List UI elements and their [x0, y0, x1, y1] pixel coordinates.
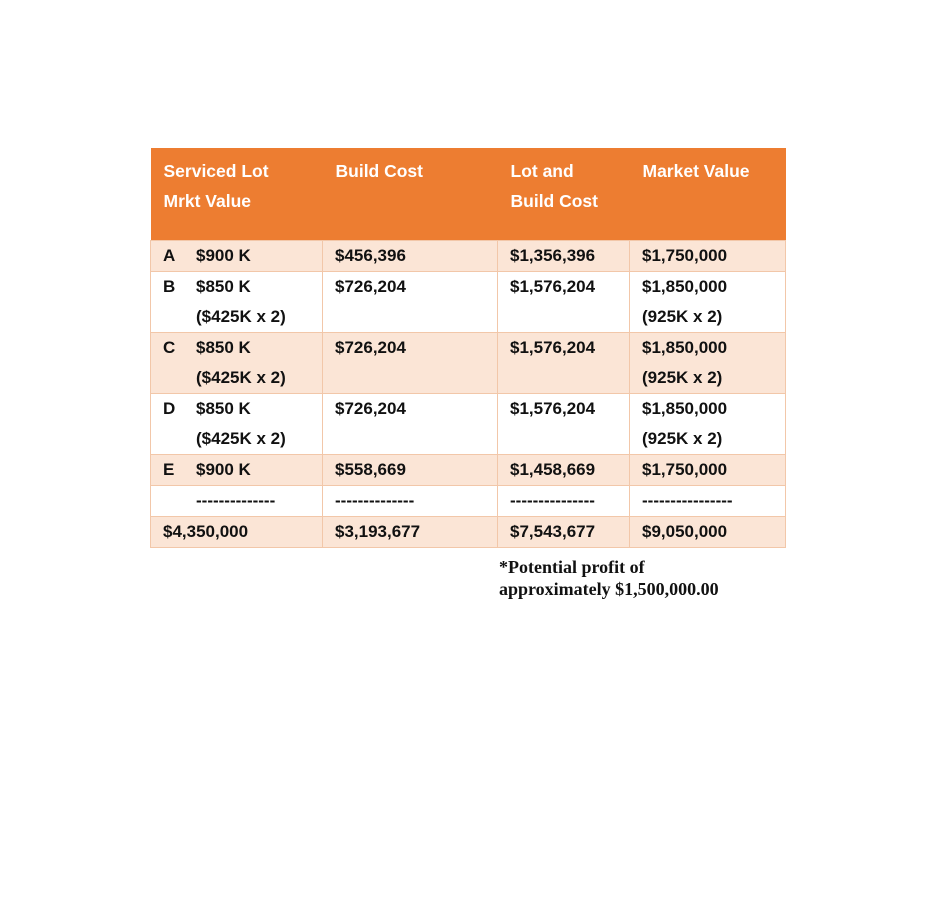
lot-value: $900 K [196, 459, 251, 479]
profit-note: *Potential profit of approximately $1,50… [499, 556, 719, 600]
lot-cost-table: Serviced Lot Mrkt Value Build Cost Lot a… [150, 148, 786, 548]
cell-lot-value: C $850 K ($425K x 2) [150, 331, 323, 394]
cell-lot-and-build: $1,458,669 [497, 453, 630, 486]
cell-separator: ---------------- [629, 484, 786, 517]
cell-separator: -------------- [322, 484, 498, 517]
row-label: B [163, 276, 176, 296]
market-value-subline: (925K x 2) [642, 367, 723, 387]
cost-comparison-table: Serviced Lot Mrkt Value Build Cost Lot a… [150, 148, 786, 548]
header-build-cost: Build Cost [322, 148, 498, 240]
cell-lot-and-build: $1,576,204 [497, 392, 630, 455]
header-line-1: Build Cost [335, 161, 424, 181]
cell-lot-and-build: $1,576,204 [497, 270, 630, 333]
market-value-subline: (925K x 2) [642, 428, 723, 448]
market-value-subline: (925K x 2) [642, 306, 723, 326]
cell-separator: -------------- [150, 484, 323, 517]
cell-total-lot-value: $4,350,000 [150, 515, 323, 548]
market-value-line: $1,850,000 [642, 276, 728, 296]
totals-row: $4,350,000 $3,193,677 $7,543,677 $9,050,… [150, 515, 786, 548]
separator-row: -------------- -------------- ----------… [150, 484, 786, 517]
header-serviced-lot-mrkt-value: Serviced Lot Mrkt Value [150, 148, 323, 240]
cell-build-cost: $726,204 [322, 331, 498, 394]
lot-value: $850 K [196, 276, 251, 296]
cell-market-value: $1,850,000 (925K x 2) [629, 331, 786, 394]
cell-build-cost: $558,669 [322, 453, 498, 486]
table-row-e: E $900 K $558,669 $1,458,669 $1,750,000 [150, 453, 786, 486]
row-label: E [163, 459, 175, 479]
table-row-a: A $900 K $456,396 $1,356,396 $1,750,000 [150, 239, 786, 272]
table-row-b: B $850 K ($425K x 2) $726,204 $1,576,204 … [150, 270, 786, 333]
cell-lot-value: E $900 K [150, 453, 323, 486]
header-line-2: Build Cost [510, 191, 599, 211]
lot-value-subline: ($425K x 2) [196, 306, 286, 326]
profit-note-line-2: approximately $1,500,000.00 [499, 579, 719, 599]
header-row: Serviced Lot Mrkt Value Build Cost Lot a… [150, 148, 786, 240]
cell-lot-and-build: $1,356,396 [497, 239, 630, 272]
header-line-1: Serviced Lot [163, 161, 269, 181]
row-label: D [163, 398, 176, 418]
lot-value-line: C $850 K [163, 333, 318, 363]
cell-separator: --------------- [497, 484, 630, 517]
market-value-line: $1,850,000 [642, 398, 728, 418]
lot-value-line: D $850 K [163, 394, 318, 424]
separator-dashes: -------------- [196, 490, 276, 510]
cell-lot-and-build: $1,576,204 [497, 331, 630, 394]
market-value-line: $1,850,000 [642, 337, 728, 357]
cell-market-value: $1,750,000 [629, 239, 786, 272]
lot-value: $900 K [196, 245, 251, 265]
cell-build-cost: $456,396 [322, 239, 498, 272]
cell-total-build-cost: $3,193,677 [322, 515, 498, 548]
cell-build-cost: $726,204 [322, 392, 498, 455]
lot-value-subline: ($425K x 2) [196, 428, 286, 448]
cell-lot-value: B $850 K ($425K x 2) [150, 270, 323, 333]
header-line-2: Mrkt Value [163, 191, 252, 211]
cell-total-market-value: $9,050,000 [629, 515, 786, 548]
lot-value-line: E $900 K [163, 455, 318, 485]
row-label: C [163, 337, 176, 357]
cell-lot-value: D $850 K ($425K x 2) [150, 392, 323, 455]
lot-value: $850 K [196, 398, 251, 418]
header-market-value: Market Value [629, 148, 786, 240]
cell-lot-value: A $900 K [150, 239, 323, 272]
table-row-c: C $850 K ($425K x 2) $726,204 $1,576,204 … [150, 331, 786, 394]
profit-note-line-1: *Potential profit of [499, 557, 645, 577]
header-line-1: Market Value [642, 161, 750, 181]
lot-value-line: A $900 K [163, 241, 318, 271]
header-lot-and-build-cost: Lot and Build Cost [497, 148, 630, 240]
table-row-d: D $850 K ($425K x 2) $726,204 $1,576,204 … [150, 392, 786, 455]
row-label: A [163, 245, 176, 265]
lot-value-line: B $850 K [163, 272, 318, 302]
cell-total-lot-and-build: $7,543,677 [497, 515, 630, 548]
cell-market-value: $1,750,000 [629, 453, 786, 486]
cell-market-value: $1,850,000 (925K x 2) [629, 270, 786, 333]
header-line-1: Lot and [510, 161, 574, 181]
cell-market-value: $1,850,000 (925K x 2) [629, 392, 786, 455]
cell-build-cost: $726,204 [322, 270, 498, 333]
lot-value-subline: ($425K x 2) [196, 367, 286, 387]
lot-value: $850 K [196, 337, 251, 357]
